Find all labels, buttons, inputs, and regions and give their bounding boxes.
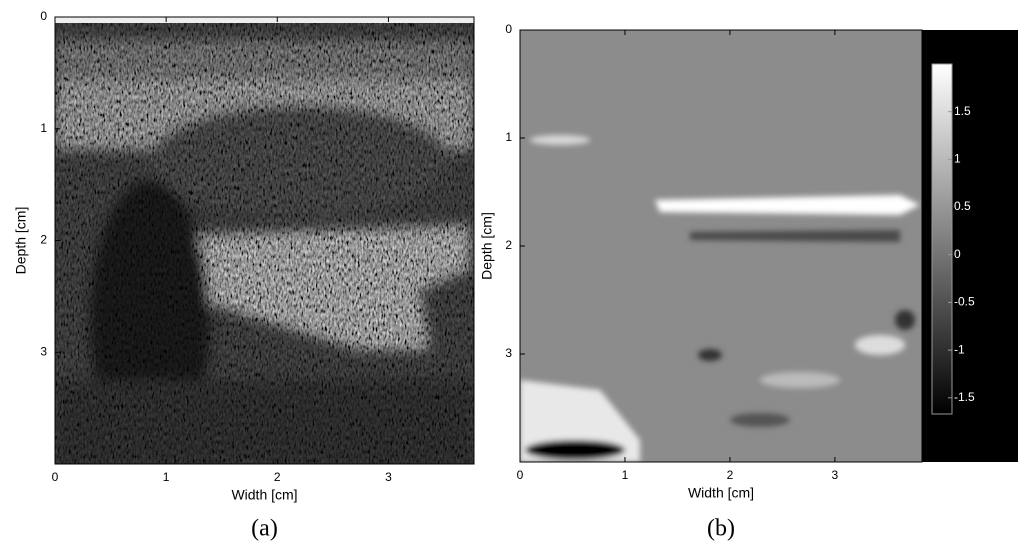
- y-tick-label: 1: [505, 130, 512, 144]
- x-tick-label: 1: [622, 468, 629, 482]
- colorbar-tick-label: 0: [954, 247, 961, 261]
- x-axis-label: Width [cm]: [231, 487, 297, 503]
- y-tick-label: 2: [40, 233, 47, 247]
- colorbar-tick-label: 0.5: [954, 199, 971, 213]
- x-tick-label: 2: [274, 470, 281, 484]
- y-axis-label: Depth [cm]: [13, 207, 29, 275]
- ultrasound-image: [55, 17, 474, 464]
- colorbar-tick-label: 1.5: [954, 104, 971, 118]
- y-axis-label: Depth [cm]: [479, 212, 495, 280]
- y-tick-label: 3: [40, 344, 47, 358]
- x-tick-label: 2: [727, 468, 734, 482]
- colorbar: [931, 63, 953, 415]
- caption: (a): [251, 516, 278, 542]
- x-tick-label: 0: [52, 470, 59, 484]
- y-tick-label: 2: [505, 238, 512, 252]
- x-tick-label: 0: [517, 468, 524, 482]
- elastography-image: [520, 30, 922, 462]
- x-tick-label: 3: [385, 470, 392, 484]
- colorbar-tick-label: 1: [954, 152, 961, 166]
- x-tick-label: 3: [832, 468, 839, 482]
- x-tick-label: 1: [163, 470, 170, 484]
- colorbar-tick-label: -1: [954, 342, 965, 356]
- y-tick-label: 3: [505, 346, 512, 360]
- x-axis-label: Width [cm]: [688, 485, 754, 501]
- y-tick-label: 1: [40, 121, 47, 135]
- y-tick-label: 0: [40, 9, 47, 23]
- colorbar-tick-label: -1.5: [954, 390, 975, 404]
- colorbar-tick-label: -0.5: [954, 295, 975, 309]
- y-tick-label: 0: [505, 22, 512, 36]
- caption: (b): [707, 516, 735, 542]
